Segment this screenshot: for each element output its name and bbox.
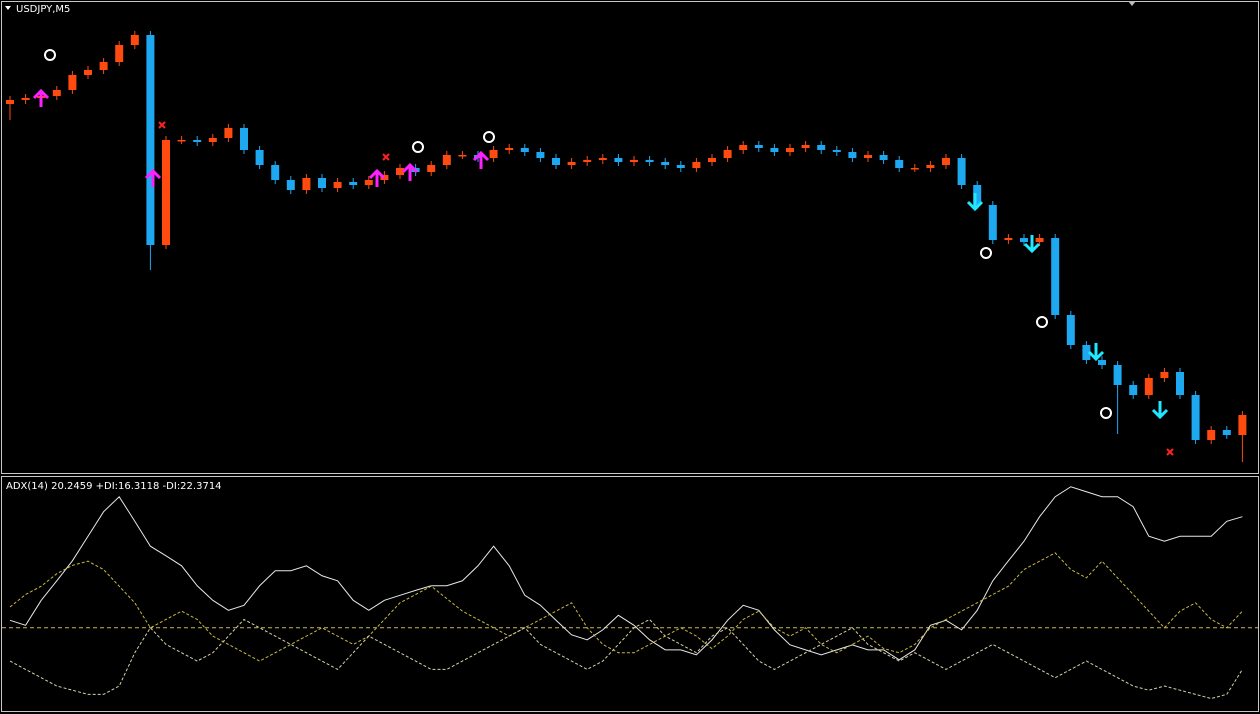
shift-marker [1128,1,1136,6]
candle-body [1207,430,1216,440]
candle-body [208,138,217,142]
candle-body [973,185,982,205]
candle-body [1191,395,1200,440]
candle-body [240,128,248,150]
candle-body [1082,345,1091,360]
candle-body [988,205,997,240]
candle-body [567,162,576,165]
candle-body [1098,360,1106,365]
candle-body [879,155,888,160]
candle-body [1035,238,1044,242]
candle-body [645,160,654,162]
candle-body [1144,378,1153,395]
candle-body [552,158,560,165]
candle-body [162,140,170,245]
candle-body [396,168,404,175]
indicator-pane [1,476,1259,712]
candle-body [864,155,872,158]
candle-body [193,140,202,142]
candle-body [52,90,61,96]
candle-body [630,160,638,162]
price-pane [1,1,1259,474]
candle-body [489,150,498,158]
candle-body [957,158,966,185]
candle-body [1129,385,1138,395]
candle-body [786,148,794,152]
candle-body [1004,238,1013,240]
candle-body [255,150,264,165]
candle-body [349,182,358,185]
indicator-title: ADX(14) 20.2459 +DI:16.3118 -DI:22.3714 [6,481,222,492]
candle-body [723,150,732,158]
candle-body [115,45,124,62]
sell-arrows [966,193,1169,420]
candle-body [536,152,545,158]
candle-body [146,35,155,245]
candle-body [364,180,373,185]
candle-body [505,148,514,150]
candle-body [661,162,670,165]
candle-body [832,150,841,152]
candle-body [1222,430,1231,435]
candle-body [130,35,139,45]
candle-body [942,158,950,165]
candle-body [458,155,467,157]
candle-body [442,155,451,165]
candle-body [99,62,108,70]
candle-body [770,148,779,152]
signals [32,49,1174,456]
candle-body [333,182,342,188]
candle-body [286,180,295,190]
candle-body [1176,372,1184,395]
candle-body [598,158,607,160]
candle-body [1066,315,1075,345]
indicator-line [9,618,1243,700]
candle-body [84,70,92,75]
candle-body [583,160,592,162]
candle-body [692,162,701,168]
candle-body [676,165,685,168]
candle-body [1051,238,1060,315]
candle-body [1113,365,1122,385]
candle-body [318,178,326,188]
candle-body [754,145,763,148]
candle-body [895,160,904,168]
candle-body [817,145,826,150]
candle-body [21,98,30,100]
candle-body [801,145,810,148]
symbol-title: USDJPY,M5 [16,4,70,15]
candle-body [520,148,529,152]
candle-body [1020,238,1028,242]
candle-body [302,178,311,190]
cross-marks [158,121,1174,456]
candle-body [6,100,14,104]
candle-body [739,145,748,150]
buy-arrows [32,88,490,187]
candle-body [177,140,186,142]
candle-body [427,165,436,172]
candle-body [271,165,280,180]
candle-body [926,165,935,168]
candle-body [848,152,857,158]
candle-body [1238,415,1247,435]
candle-body [614,158,623,162]
candle-body [708,158,716,162]
candle-body [1160,372,1169,378]
exit-circles [44,49,1112,419]
candle-body [224,128,233,138]
indicator-line [9,552,1243,662]
candle-body [68,75,77,90]
menu-triangle[interactable] [5,6,11,10]
indicator-line [9,486,1243,661]
candle-body [910,168,919,170]
